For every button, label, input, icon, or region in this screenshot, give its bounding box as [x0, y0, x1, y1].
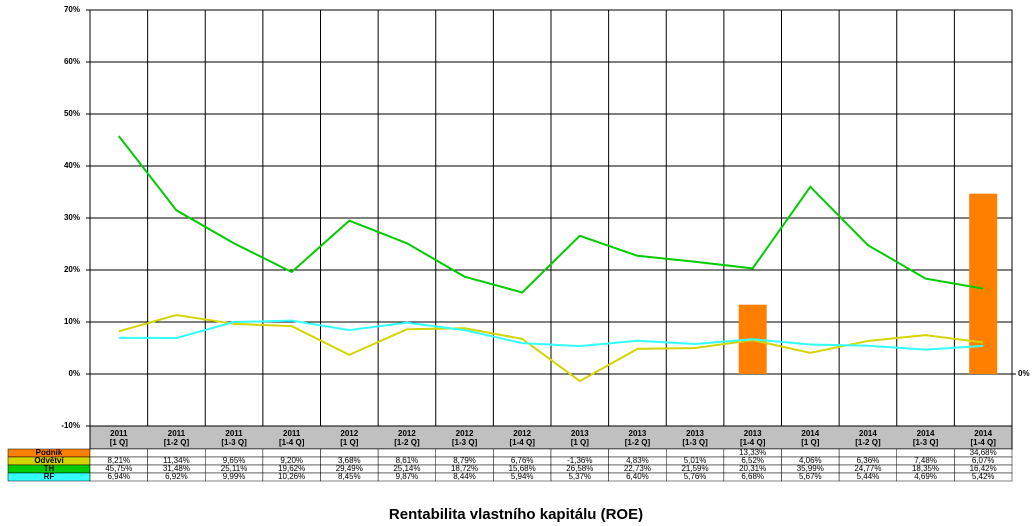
data-label: 6,68% — [741, 472, 765, 481]
x-tick-label: 2013 [1-3 Q] — [682, 429, 708, 447]
y2-tick-label: 0% — [1018, 369, 1030, 378]
data-label: 13,33% — [739, 448, 767, 457]
data-label: 4,83% — [626, 456, 649, 465]
data-label: 24,77% — [854, 464, 882, 473]
data-label: 9,87% — [395, 472, 419, 481]
data-label: 19,62% — [278, 464, 306, 473]
data-label: 5,94% — [510, 472, 534, 481]
y-tick-label: 50% — [64, 109, 80, 118]
data-label: 21,59% — [681, 464, 709, 473]
x-tick-label: 2014 [1-3 Q] — [912, 429, 939, 447]
bar — [969, 193, 998, 374]
chart-title: Rentabilita vlastního kapitálu (ROE) — [388, 506, 644, 523]
x-tick-label: 2012 [1-4 Q] — [509, 429, 535, 447]
legend-entry: RF — [43, 472, 55, 481]
x-tick-label: 2012 [1-3 Q] — [451, 429, 478, 447]
data-label: 5,44% — [856, 472, 880, 481]
x-tick-label: 2014 [1 Q] — [801, 429, 820, 447]
x-tick-label: 2011 [1 Q] — [109, 429, 128, 447]
x-tick-label: 2014 [1-2 Q] — [855, 429, 881, 447]
data-label: 20,31% — [739, 464, 767, 473]
data-label: 5,42% — [971, 472, 995, 481]
x-tick-label: 2011 [1-3 Q] — [221, 429, 247, 447]
data-label: 11,34% — [163, 456, 190, 465]
data-label: 9,20% — [280, 456, 304, 465]
data-label: 6,94% — [107, 472, 131, 481]
data-label: -1,36% — [567, 456, 593, 465]
y-tick-label: 40% — [64, 161, 80, 170]
data-label: 6,92% — [165, 472, 188, 481]
data-label: 25,11% — [220, 464, 248, 473]
y-tick-label: 10% — [64, 317, 80, 326]
data-label: 8,61% — [395, 456, 419, 465]
legend-entry: Podnik — [35, 448, 63, 457]
line-series — [118, 314, 984, 383]
data-label: 29,49% — [335, 464, 363, 473]
data-label: 8,45% — [337, 472, 361, 481]
data-label: 16,42% — [969, 464, 997, 473]
data-label: 7,48% — [914, 456, 937, 465]
data-label: 35,99% — [796, 464, 824, 473]
data-label: 10,26% — [278, 472, 306, 481]
data-label: 4,69% — [914, 472, 937, 481]
data-label: 26,58% — [566, 464, 594, 473]
data-label: 5,37% — [568, 472, 592, 481]
data-label: 31,48% — [162, 464, 190, 473]
line-series — [118, 319, 984, 351]
y-tick-label: 30% — [64, 213, 80, 222]
x-tick-label: 2013 [1-4 Q] — [740, 429, 766, 447]
x-tick-label: 2013 [1 Q] — [570, 429, 589, 447]
x-tick-label: 2012 [1 Q] — [340, 429, 359, 447]
data-label: 18,35% — [911, 464, 940, 473]
data-label: 6,76% — [510, 456, 534, 465]
x-tick-label: 2014 [1-4 Q] — [970, 429, 996, 447]
data-label: 6,36% — [856, 456, 880, 465]
y-tick-label: 20% — [64, 265, 80, 274]
data-label: 4,06% — [798, 456, 822, 465]
data-label: 8,44% — [453, 472, 476, 481]
data-label: 5,01% — [683, 456, 707, 465]
data-label: 25,14% — [393, 464, 421, 473]
x-tick-label: 2012 [1-2 Q] — [394, 429, 420, 447]
data-label: 5,67% — [798, 472, 822, 481]
data-label: 9,99% — [222, 472, 246, 481]
data-label: 8,21% — [107, 456, 131, 465]
data-label: 22,73% — [623, 464, 651, 473]
y-tick-label: 0% — [68, 369, 80, 378]
line-series — [118, 135, 984, 294]
data-label: 3,68% — [337, 456, 361, 465]
data-label: 18,72% — [450, 464, 479, 473]
y-tick-label: 70% — [64, 5, 80, 14]
y-tick-label: -10% — [61, 421, 80, 430]
x-tick-label: 2013 [1-2 Q] — [624, 429, 651, 447]
legend-entry: TH — [43, 464, 55, 473]
legend-entry: Odvětví — [34, 456, 64, 465]
data-label: 5,76% — [683, 472, 707, 481]
data-label: 6,52% — [741, 456, 765, 465]
data-label: 8,79% — [453, 456, 476, 465]
x-tick-label: 2011 [1-2 Q] — [163, 429, 190, 447]
data-label: 6,07% — [971, 456, 995, 465]
data-label: 9,65% — [222, 456, 246, 465]
data-label: 15,68% — [508, 464, 536, 473]
data-label: 45,75% — [105, 464, 133, 473]
x-tick-label: 2011 [1-4 Q] — [279, 429, 305, 447]
data-label: 34,68% — [969, 448, 997, 457]
table-cell — [954, 472, 1013, 482]
y-tick-label: 60% — [64, 57, 80, 66]
data-label: 6,40% — [626, 472, 649, 481]
